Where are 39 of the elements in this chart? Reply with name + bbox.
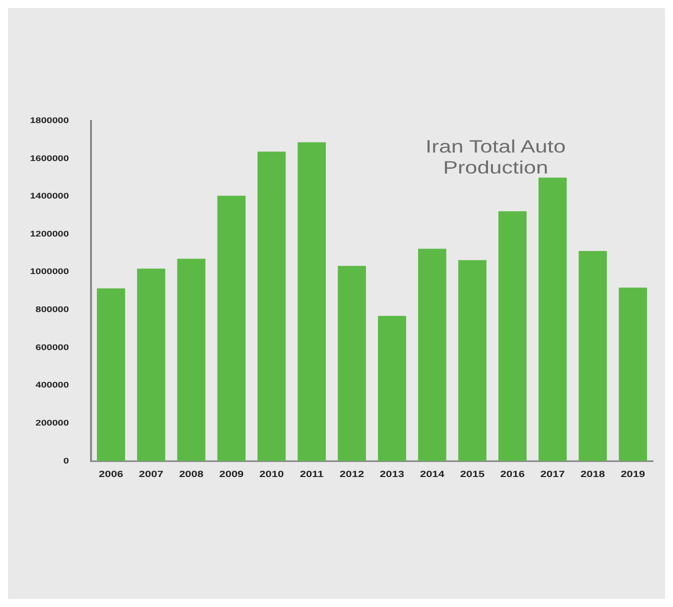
bar bbox=[217, 196, 246, 462]
bar bbox=[458, 260, 486, 462]
y-tick-label: 1000000 bbox=[30, 267, 69, 276]
bar bbox=[338, 266, 366, 462]
text: Iran Total Auto Production bbox=[426, 137, 566, 178]
bar bbox=[177, 258, 206, 462]
x-tick-label: 2007 bbox=[138, 470, 164, 480]
x-tick-label: 2015 bbox=[460, 470, 486, 480]
x-tick-label: 2019 bbox=[620, 470, 646, 480]
bar bbox=[498, 211, 527, 462]
bar bbox=[258, 152, 286, 462]
x-tick-label: 2012 bbox=[340, 470, 365, 480]
bar bbox=[96, 288, 126, 462]
bar bbox=[618, 288, 648, 462]
x-tick-label: 2014 bbox=[420, 470, 445, 480]
bar bbox=[418, 248, 446, 462]
bar bbox=[378, 316, 406, 462]
y-tick-label: 800000 bbox=[36, 304, 69, 314]
x-tick-label: 2009 bbox=[219, 470, 244, 480]
y-tick-label: 1400000 bbox=[30, 191, 69, 200]
y-tick-label: 1200000 bbox=[30, 229, 69, 238]
y-tick-label: 400000 bbox=[36, 380, 69, 390]
y-tick-label: 1800000 bbox=[30, 116, 69, 125]
x-tick-label: 2008 bbox=[179, 470, 204, 480]
bar bbox=[578, 251, 607, 462]
x-tick-label: 2017 bbox=[540, 470, 566, 480]
x-tick-label: 2011 bbox=[300, 470, 324, 480]
y-tick-label: 1600000 bbox=[30, 154, 69, 163]
y-tick-label: 0 bbox=[63, 456, 69, 466]
x-tick-label: 2006 bbox=[98, 470, 124, 480]
y-tick-label: 600000 bbox=[36, 342, 69, 352]
x-tick-label: 2016 bbox=[500, 470, 526, 480]
bar bbox=[538, 178, 567, 462]
bar bbox=[137, 268, 166, 462]
x-tick-label: 2013 bbox=[380, 470, 405, 480]
x-tick-label: 2010 bbox=[259, 470, 284, 480]
bar bbox=[298, 142, 326, 462]
y-tick-label: 200000 bbox=[36, 418, 69, 428]
x-tick-label: 2018 bbox=[580, 470, 606, 480]
